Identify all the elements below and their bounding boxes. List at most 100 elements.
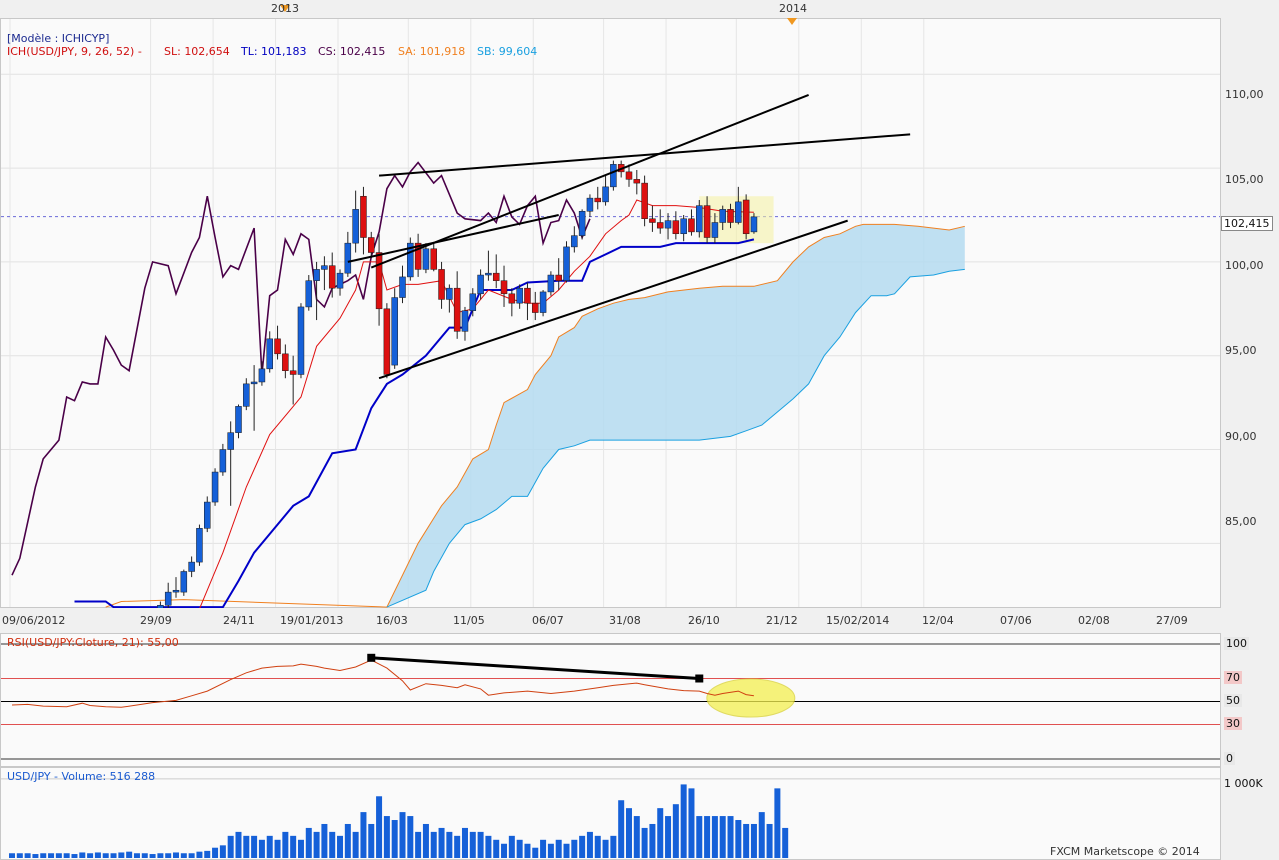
candle-body (492, 272, 500, 281)
candle-body (219, 449, 227, 473)
volume-bar (758, 812, 765, 858)
candle-body (477, 274, 484, 295)
date-tick: 19/01/2013 (280, 614, 344, 627)
volume-bar (110, 853, 117, 858)
date-tick: 11/05 (453, 614, 485, 627)
candle-body (500, 280, 508, 295)
candle-body (516, 287, 523, 304)
candle-body (696, 205, 703, 233)
model-label: [Modèle : ICHICYP] (7, 32, 110, 45)
candle-body (485, 272, 492, 276)
rsi-level-label: 50 (1224, 694, 1242, 707)
candle-body (274, 338, 281, 355)
volume-bar (532, 847, 539, 858)
volume-bar (126, 851, 133, 858)
volume-bar (305, 827, 312, 858)
rsi-divergence-point (367, 653, 376, 662)
volume-bar (501, 843, 508, 858)
volume-bar (102, 853, 109, 858)
sl-label: SL: 102,654 (164, 45, 230, 58)
candle-body (48, 652, 54, 657)
volume-bar (610, 835, 617, 858)
candle-body (266, 338, 273, 370)
candle-body (563, 246, 570, 281)
date-tick: 06/07 (532, 614, 564, 627)
volume-bar (711, 816, 718, 858)
date-tick: 26/10 (688, 614, 720, 627)
candle-body (399, 276, 406, 298)
trendline (378, 219, 848, 380)
volume-bar (188, 853, 195, 858)
cs-label: CS: 102,415 (318, 45, 386, 58)
ichimoku-cloud (386, 224, 965, 608)
senkou-span-a-line (105, 223, 965, 608)
volume-bar (391, 820, 398, 858)
volume-bar (157, 853, 164, 858)
volume-bar (94, 852, 101, 858)
candle-body (289, 370, 297, 375)
volume-bar (704, 816, 711, 858)
volume-bar (133, 853, 140, 858)
volume-bar (782, 827, 789, 858)
candle-body (64, 652, 70, 656)
volume-bar (649, 823, 656, 858)
candle-body (305, 280, 313, 308)
volume-bar (360, 812, 367, 858)
volume-bar (719, 816, 726, 858)
trendline (378, 133, 911, 177)
volume-bar (118, 852, 125, 858)
sb-label: SB: 99,604 (477, 45, 538, 58)
volume-bar (672, 804, 679, 858)
senkou-span-b-line (386, 268, 965, 608)
credit-label: FXCM Marketscope © 2014 (1050, 845, 1200, 858)
volume-bar (290, 835, 297, 858)
candle-body (688, 218, 695, 233)
volume-bar (407, 816, 414, 858)
volume-bar (243, 835, 250, 858)
candle-body (375, 252, 383, 310)
volume-bar (383, 816, 390, 858)
volume-bar (586, 831, 593, 858)
volume-bar (618, 800, 625, 858)
volume-bar (665, 816, 672, 858)
candle-body (422, 248, 430, 270)
volume-bar (63, 853, 70, 858)
price-tick: 105,00 (1225, 173, 1264, 186)
volume-bar (579, 835, 586, 858)
volume-bar (352, 831, 359, 858)
chikou-span-line (11, 161, 591, 576)
candle-body (352, 209, 359, 244)
candle-body (407, 242, 414, 278)
volume-bar (625, 808, 632, 858)
volume-bar (415, 831, 422, 858)
rsi-panel[interactable] (0, 633, 1221, 767)
volume-bar (79, 852, 86, 858)
candle-body (602, 186, 609, 203)
tl-label: TL: 101,183 (241, 45, 307, 58)
rsi-level-label: 100 (1224, 637, 1249, 650)
volume-bar (727, 816, 734, 858)
candle-body (336, 272, 344, 289)
price-tick: 85,00 (1225, 515, 1257, 528)
candle-body (383, 308, 391, 375)
volume-bar (602, 839, 609, 858)
volume-axis-label: 1 000K (1224, 777, 1263, 790)
rsi-label: RSI(USD/JPY:Cloture, 21): 55,00 (7, 636, 179, 649)
candle-body (172, 589, 180, 593)
volume-bar (87, 853, 94, 858)
volume-bar (251, 835, 258, 858)
volume-bar (485, 835, 492, 858)
rsi-divergence-point (695, 674, 704, 683)
date-tick: 15/02/2014 (826, 614, 890, 627)
price-tick: 110,00 (1225, 88, 1264, 101)
candle-body (446, 287, 453, 300)
candle-body (204, 501, 211, 529)
kijun-sen-line (74, 238, 755, 608)
candle-body (539, 291, 547, 313)
volume-bar (227, 835, 234, 858)
rsi-divergence-line (371, 656, 700, 680)
ichimoku-label: ICH(USD/JPY, 9, 26, 52) - (7, 45, 142, 58)
candle-body (735, 201, 742, 223)
candle-body (71, 656, 77, 664)
